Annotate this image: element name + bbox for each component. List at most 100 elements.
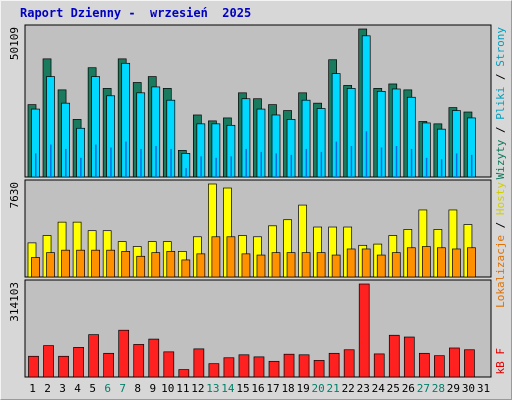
bar-strony-day-9 [155,145,157,177]
bar-strony-day-24 [380,147,383,177]
legend-middle-part-2: Hosty [494,182,507,215]
bar-lokalizacje-day-13 [211,236,221,278]
bar-kbf-day-12 [193,348,205,378]
bar-kbf-day-17 [268,360,280,378]
bar-strony-day-15 [245,148,247,177]
bar-strony-day-21 [335,141,338,177]
legend-top-part-1: / [494,120,507,140]
legend-middle-part-0: Lokalizacje [494,235,507,308]
bar-lokalizacje-day-14 [226,236,236,278]
bar-kbf-day-22 [343,349,355,378]
x-tick-label-8: 8 [134,382,141,395]
bar-strony-day-22 [350,145,353,177]
bar-lokalizacje-day-6 [106,249,116,278]
x-tick-label-27: 27 [417,382,430,395]
bar-strony-day-30 [470,154,473,177]
bar-strony-day-27 [425,157,428,177]
legend-top: Wizyty / Pliki / Strony [494,27,507,180]
bar-lokalizacje-day-22 [346,248,356,278]
bar-lokalizacje-day-29 [452,248,461,278]
bar-strony-day-11 [185,168,187,177]
bar-strony-day-17 [275,153,278,177]
x-tick-label-3: 3 [59,382,66,395]
bar-kbf-day-13 [208,363,220,378]
x-tick-label-6: 6 [104,382,111,395]
bar-lokalizacje-day-9 [151,252,161,278]
bar-kbf-day-11 [178,369,190,378]
bar-strony-day-23 [365,131,368,177]
bar-kbf-day-1 [28,355,39,378]
x-tick-label-16: 16 [251,382,264,395]
bar-kbf-day-10 [163,351,175,378]
bar-lokalizacje-day-2 [46,252,55,278]
x-tick-label-11: 11 [176,382,189,395]
bar-lokalizacje-day-10 [166,251,176,278]
bar-lokalizacje-day-19 [301,252,311,278]
page-title: Raport Dzienny - wrzesień 2025 [20,6,252,20]
bar-strony-day-13 [215,157,217,177]
bar-kbf-day-3 [58,355,69,378]
bar-kbf-day-27 [418,352,430,378]
bar-kbf-day-24 [373,353,385,378]
x-tick-label-17: 17 [266,382,279,395]
legend-middle: Lokalizacje / Hosty [494,182,507,308]
bar-strony-day-3 [65,148,67,177]
bar-kbf-day-28 [434,355,445,378]
bar-kbf-day-7 [118,329,130,378]
bar-lokalizacje-day-12 [196,253,206,278]
x-tick-label-12: 12 [191,382,204,395]
bar-lokalizacje-day-23 [361,248,371,278]
y-max-label-panel-2: 7630 [8,182,21,209]
bar-strony-day-8 [140,148,142,177]
bar-strony-day-12 [200,156,202,177]
bar-kbf-day-21 [328,352,340,378]
bar-lokalizacje-day-24 [376,254,386,278]
bar-lokalizacje-day-1 [31,257,40,278]
x-tick-label-28: 28 [432,382,445,395]
bar-strony-day-18 [290,154,293,177]
bar-strony-day-5 [95,144,97,177]
bar-lokalizacje-day-25 [391,252,401,278]
bar-lokalizacje-day-20 [316,252,326,278]
x-tick-label-26: 26 [402,382,415,395]
x-tick-label-20: 20 [312,382,325,395]
bar-kbf-day-29 [449,347,460,378]
bar-kbf-day-16 [253,356,265,378]
legend-middle-part-1: / [494,215,507,235]
bar-lokalizacje-day-30 [467,247,476,278]
bar-kbf-day-6 [103,352,115,378]
x-tick-label-5: 5 [89,382,96,395]
bar-kbf-day-4 [73,347,84,378]
bar-lokalizacje-day-5 [91,249,100,278]
bar-strony-day-2 [50,144,52,177]
y-max-label-panel-3: 314103 [8,282,21,322]
legend-top-part-2: Pliki [494,87,507,120]
x-tick-label-19: 19 [296,382,309,395]
bar-kbf-day-5 [88,334,99,378]
y-axis-labels: 50109 7630 314103 [8,27,21,322]
bar-strony-day-4 [80,157,82,177]
legend-top-part-0: Wizyty [494,139,507,179]
legend-top-part-4: Strony [494,27,507,67]
bar-lokalizacje-day-3 [61,249,70,278]
legend-bottom: kB F [494,348,507,375]
bar-kbf-day-18 [283,353,295,378]
bar-strony-day-14 [230,156,232,177]
legend-top-part-3: / [494,67,507,87]
bar-lokalizacje-day-4 [76,249,85,278]
bar-strony-day-19 [305,148,308,177]
x-tick-label-10: 10 [161,382,174,395]
x-tick-label-4: 4 [74,382,81,395]
x-axis-labels: 1 2 3 4 5 6 7 8 9 10 11 12 13 14 15 16 17 18 19 20 21 22 23 24 2… [29,382,490,395]
bar-strony-day-20 [320,151,323,177]
bar-strony-day-28 [440,159,443,177]
bar-kbf-day-2 [43,345,54,378]
x-tick-label-15: 15 [236,382,249,395]
x-tick-label-2: 2 [44,382,51,395]
bar-strony-day-7 [125,141,127,177]
bar-lokalizacje-day-26 [406,247,416,278]
x-tick-label-1: 1 [29,382,36,395]
bar-kbf-day-15 [238,354,250,378]
x-tick-label-23: 23 [357,382,370,395]
